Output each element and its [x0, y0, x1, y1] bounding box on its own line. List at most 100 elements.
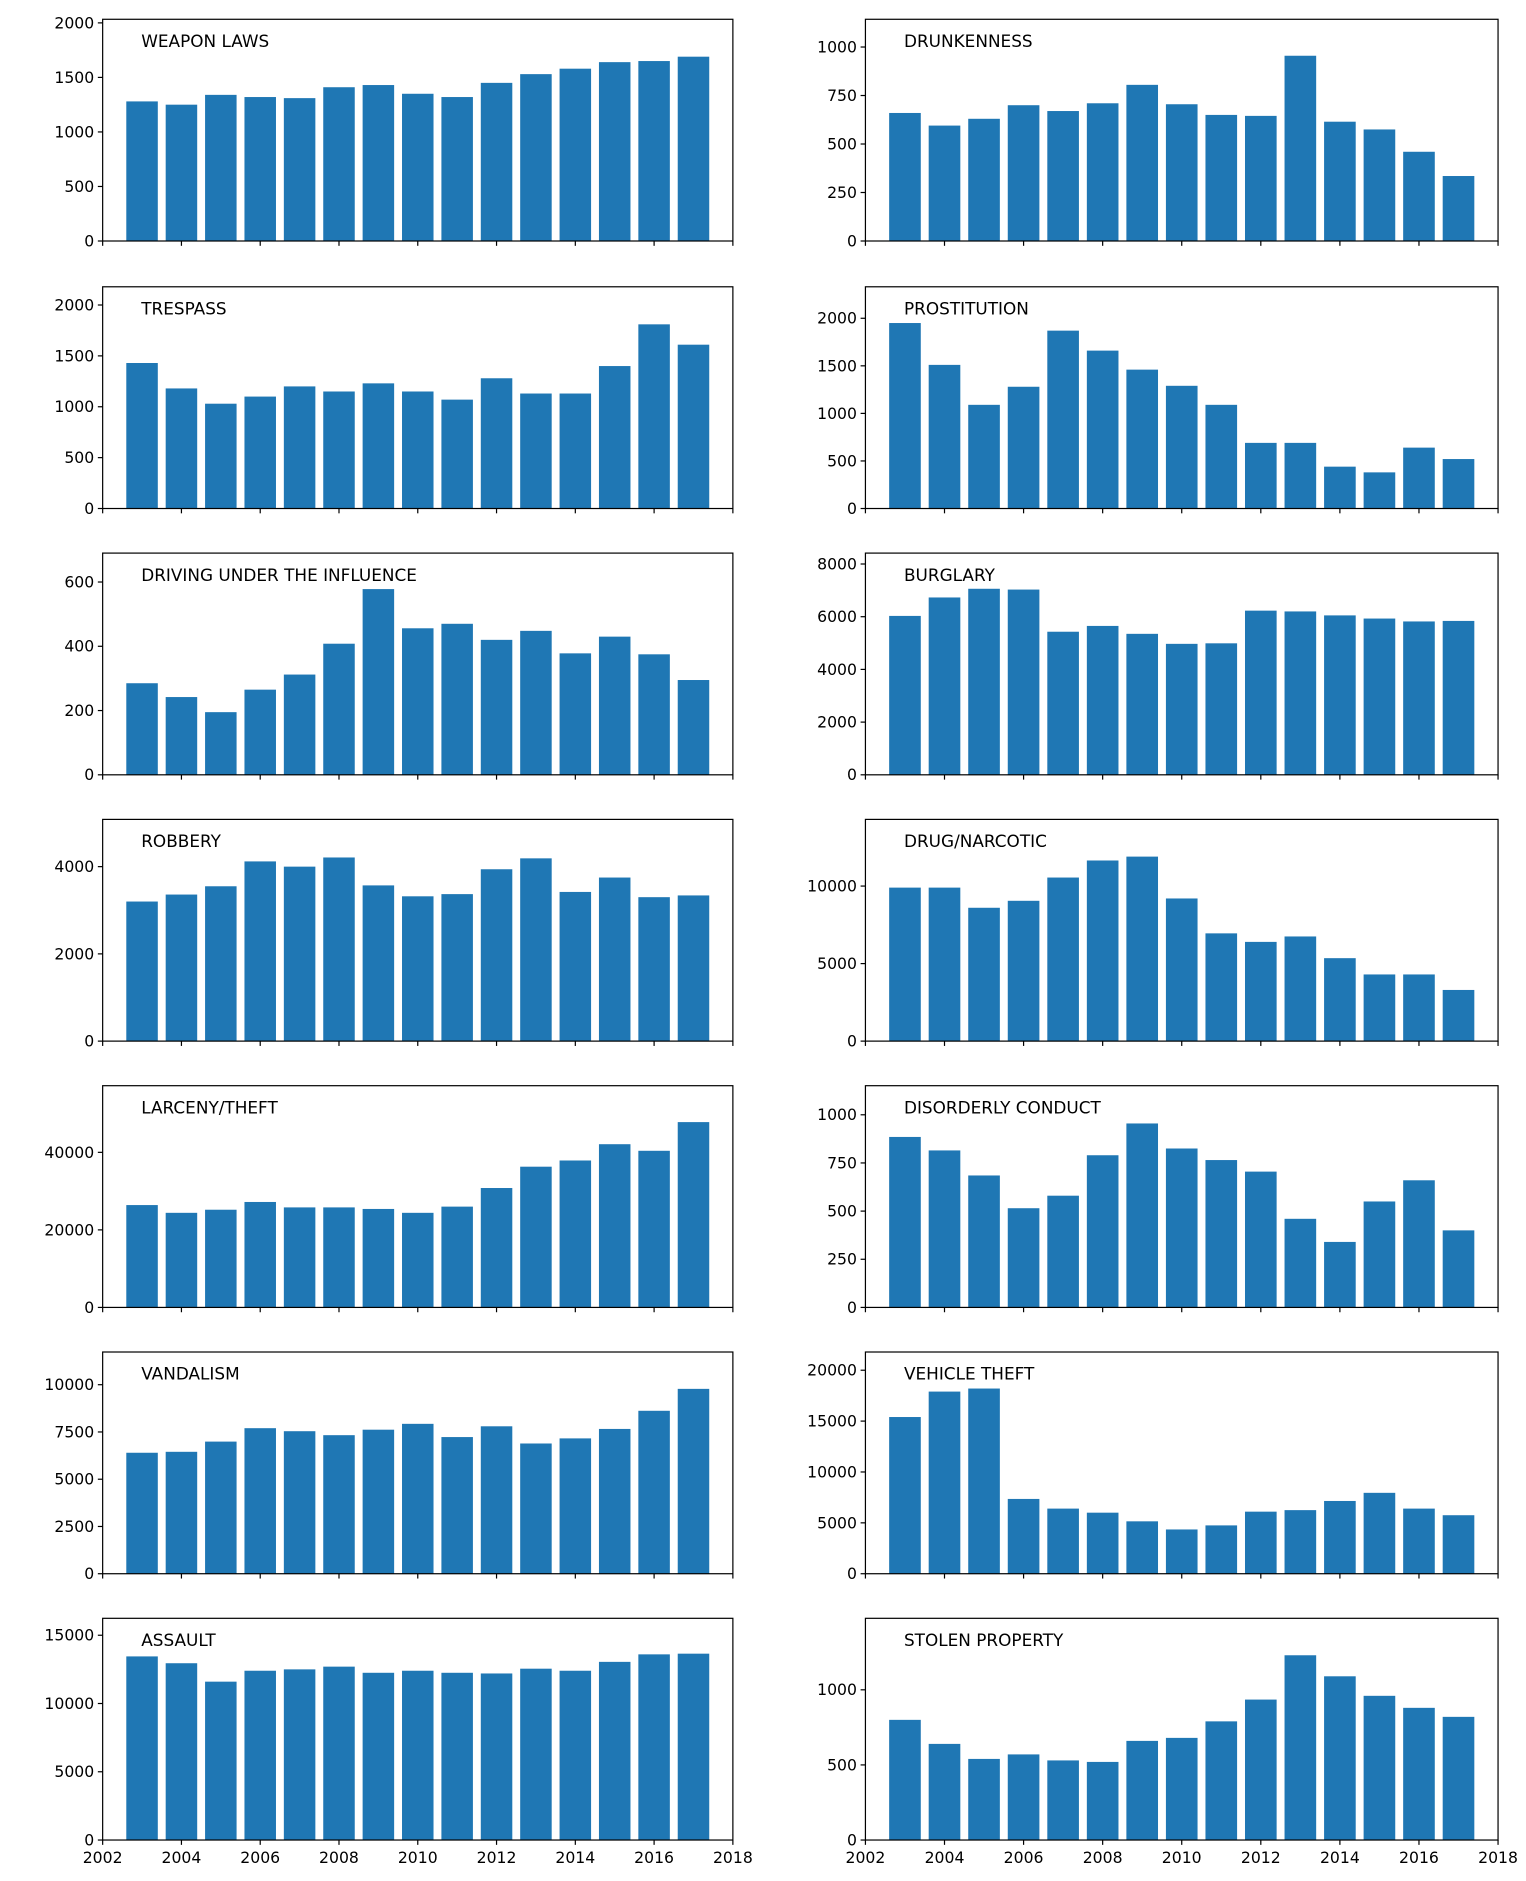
bar: [1205, 933, 1238, 1042]
bar: [598, 1428, 631, 1574]
bar: [1126, 856, 1159, 1042]
bar: [441, 894, 473, 1042]
bar: [1442, 1515, 1475, 1574]
y-tick-label: 1000: [817, 1680, 857, 1699]
bar: [968, 1388, 1000, 1574]
y-tick-label: 2000: [817, 309, 857, 328]
bar: [1086, 103, 1119, 241]
bar: [205, 1209, 237, 1308]
bar: [126, 683, 158, 775]
bar: [1086, 1512, 1119, 1574]
bar: [1403, 1707, 1435, 1841]
bar: [1126, 369, 1159, 509]
bar: [598, 636, 631, 775]
bar: [968, 1175, 1000, 1308]
bar: [520, 1668, 552, 1841]
y-tick-label: 1000: [817, 37, 857, 56]
y-tick-label: 20000: [44, 1220, 94, 1239]
bar: [362, 1672, 395, 1841]
bar: [244, 1428, 276, 1574]
y-tick-label: 40000: [44, 1143, 94, 1162]
bar: [520, 858, 552, 1042]
y-tick-label: 750: [827, 86, 857, 105]
x-tick-label: 2012: [477, 1848, 517, 1867]
y-tick-label: 1000: [817, 404, 857, 423]
bar: [402, 896, 434, 1042]
bar: [1007, 1498, 1040, 1574]
bar: [1284, 55, 1317, 241]
y-tick-label: 5000: [817, 1513, 857, 1532]
bar: [928, 887, 961, 1042]
bar: [1244, 115, 1277, 241]
bar: [441, 97, 473, 241]
bar: [480, 1673, 513, 1841]
axes-frame: [864, 818, 1499, 1042]
bar: [889, 1136, 921, 1308]
y-tick-label: 4000: [54, 857, 94, 876]
bar: [928, 1391, 961, 1574]
panel-title: ASSAULT: [141, 1630, 216, 1650]
bar: [205, 886, 237, 1042]
y-tick-label: 8000: [817, 554, 857, 573]
bar: [1363, 974, 1396, 1042]
bar: [638, 654, 670, 775]
panel-title: BURGLARY: [904, 565, 996, 585]
bar: [1324, 1676, 1356, 1841]
bar: [1086, 1761, 1119, 1841]
x-tick-label: 2008: [1083, 1848, 1123, 1867]
panel-stolen-property: 0 500 1000 2002 2004 2006 2008 2010 2012 2014 2016…: [817, 1617, 1518, 1867]
bar: [402, 1423, 434, 1574]
y-tick-label: 2000: [54, 13, 94, 32]
y-tick-label: 500: [827, 451, 857, 470]
bar: [1284, 442, 1317, 509]
bar: [1086, 350, 1119, 509]
bar: [1047, 877, 1079, 1042]
y-tick-label: 400: [64, 637, 94, 656]
panel-weapon-laws: 0 500 1000 1500 2000 WEAPON LAWS: [54, 13, 734, 250]
bar: [1284, 611, 1317, 775]
bar: [889, 112, 921, 241]
bar: [441, 1206, 473, 1308]
bar: [126, 363, 158, 509]
bar: [638, 1654, 670, 1841]
bar: [928, 125, 961, 241]
bar: [1047, 1195, 1079, 1308]
y-tick-label: 0: [847, 1298, 857, 1317]
y-tick-label: 4000: [817, 660, 857, 679]
y-tick-label: 1000: [54, 397, 94, 416]
panel-title: STOLEN PROPERTY: [904, 1630, 1064, 1650]
bar: [638, 61, 670, 241]
bar: [1324, 466, 1356, 509]
x-tick-label: 2006: [1004, 1848, 1044, 1867]
bar: [677, 1388, 710, 1574]
bar: [165, 1663, 198, 1841]
bar: [1324, 615, 1356, 775]
bar: [283, 98, 316, 241]
bar: [1284, 1218, 1317, 1308]
y-tick-label: 1500: [54, 68, 94, 87]
bar: [559, 1438, 592, 1574]
bar: [1047, 1760, 1079, 1841]
bar: [362, 1208, 395, 1308]
bar: [362, 885, 395, 1042]
y-tick-label: 0: [84, 1564, 94, 1583]
bar: [441, 1437, 473, 1574]
bar: [1284, 936, 1317, 1042]
y-tick-label: 5000: [817, 954, 857, 973]
bar: [520, 393, 552, 509]
bar: [205, 403, 237, 509]
bar: [1205, 404, 1238, 509]
bar: [323, 87, 355, 241]
bar: [244, 1201, 276, 1308]
bar: [1442, 1230, 1475, 1308]
bar: [1324, 121, 1356, 241]
x-tick-label: 2010: [398, 1848, 438, 1867]
x-tick-label: 2008: [319, 1848, 359, 1867]
bar: [1165, 1148, 1198, 1308]
bar: [1007, 900, 1040, 1042]
bar: [638, 1150, 670, 1308]
bar: [1284, 1655, 1317, 1841]
bar: [126, 1452, 158, 1574]
y-tick-label: 500: [64, 177, 94, 196]
